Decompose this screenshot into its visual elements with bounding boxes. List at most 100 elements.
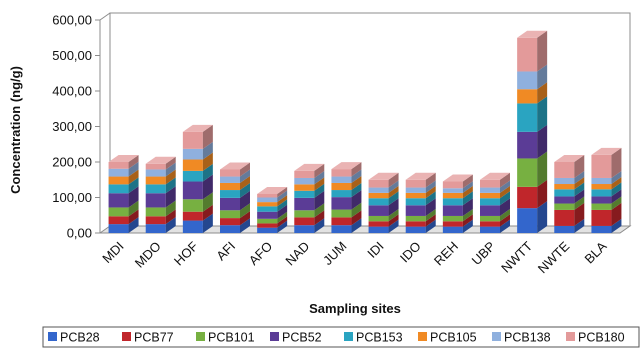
bar-segment-pcb105 (442, 192, 463, 199)
bar-segment-pcb77 (517, 186, 538, 209)
bar-segment-pcb153 (257, 206, 278, 212)
bar-segment-pcb105 (257, 202, 278, 207)
bar-side-pcb138 (202, 141, 213, 160)
bar-segment-pcb105 (294, 184, 315, 191)
bar-stack-jum (331, 162, 362, 233)
bar-side-pcb105 (277, 195, 288, 207)
y-tick-label: 600,00 (52, 13, 92, 28)
chart-back-wall (109, 12, 631, 227)
bar-segment-pcb180 (480, 179, 500, 188)
bar-side-pcb138 (500, 180, 510, 193)
x-tick-label: NAD (282, 239, 312, 269)
bar-segment-pcb77 (145, 216, 166, 225)
bar-segment-pcb77 (331, 217, 352, 226)
bar-side-pcb180 (351, 162, 362, 177)
bar-segment-pcb52 (480, 205, 500, 216)
bar-segment-pcb138 (368, 187, 389, 193)
bar-side-pcb52 (462, 198, 473, 216)
bar-top-face (182, 124, 213, 132)
bar-segment-pcb52 (554, 196, 575, 204)
bar-top-face (442, 174, 473, 182)
bar-segment-pcb153 (108, 184, 129, 194)
bar-stack-mdo (145, 156, 176, 233)
bar-side-pcb138 (425, 180, 436, 193)
bar-segment-pcb28 (405, 226, 426, 233)
bar-segment-pcb52 (368, 205, 389, 216)
legend-label-pcb105: PCB105 (430, 331, 477, 345)
bar-stack-afo (257, 186, 288, 233)
bar-stack-nwtt (517, 30, 548, 233)
bar-segment-pcb105 (182, 159, 203, 171)
bar-segment-pcb28 (182, 220, 203, 233)
bar-segment-pcb180 (442, 181, 463, 189)
bar-segment-pcb153 (442, 198, 463, 206)
bar-side-pcb180 (425, 172, 436, 188)
bar-segment-pcb77 (368, 221, 389, 227)
bar-segment-pcb101 (405, 215, 426, 222)
bar-stack-ubp (480, 172, 510, 233)
bar-side-pcb180 (574, 155, 585, 178)
bar-side-pcb77 (425, 214, 436, 227)
bar-side-pcb153 (277, 199, 288, 212)
bar-segment-pcb105 (368, 192, 389, 199)
bar-segment-pcb138 (220, 176, 240, 183)
bar-stack-nad (294, 163, 325, 233)
bar-segment-pcb138 (145, 169, 166, 177)
bar-stack-nwte (554, 155, 585, 233)
y-tick-label: 500,00 (52, 48, 92, 63)
bar-segment-pcb105 (554, 184, 575, 190)
y-axis-top-edge (99, 12, 111, 21)
bar-side-pcb101 (314, 203, 325, 218)
bar-side-pcb138 (351, 169, 362, 183)
bar-top-face (368, 172, 399, 180)
bar-top-face (405, 172, 436, 180)
bar-side-pcb105 (388, 185, 399, 199)
x-tick-label: BLA (582, 238, 610, 266)
bar-segment-pcb153 (294, 190, 315, 198)
bar-segment-pcb52 (442, 205, 463, 216)
bar-segment-pcb153 (182, 170, 203, 182)
bar-stack-ido (405, 172, 436, 233)
bar-side-pcb153 (314, 183, 325, 198)
bar-segment-pcb180 (108, 162, 129, 169)
bar-segment-pcb180 (368, 179, 389, 188)
legend-label-pcb52: PCB52 (282, 331, 322, 345)
bar-segment-pcb77 (257, 223, 278, 228)
legend-label-pcb180: PCB180 (578, 331, 625, 345)
legend-swatch-pcb138 (492, 332, 501, 341)
bar-side-pcb153 (537, 96, 548, 132)
bar-side-pcb28 (240, 218, 250, 233)
bar-side-pcb138 (314, 170, 325, 185)
bar-segment-pcb105 (331, 182, 352, 191)
bar-segment-pcb28 (442, 226, 463, 233)
bar-segment-pcb138 (331, 176, 352, 183)
x-tick-label: UBP (469, 239, 499, 269)
bar-segment-pcb77 (554, 209, 575, 226)
bar-side-pcb52 (128, 186, 139, 208)
bar-side-pcb28 (500, 219, 510, 233)
chart-walls (98, 12, 632, 234)
bar-segment-pcb153 (145, 184, 166, 194)
bar-side-pcb153 (388, 191, 399, 206)
bar-segment-pcb28 (331, 225, 352, 233)
bar-side-pcb28 (462, 219, 473, 233)
bar-side-pcb101 (500, 208, 510, 222)
legend-swatch-pcb28 (48, 332, 57, 341)
bar-side-pcb52 (611, 189, 622, 204)
bar-segment-pcb153 (368, 198, 389, 206)
y-tick-label: 0,00 (67, 226, 92, 241)
bar-side-pcb77 (202, 204, 213, 221)
bar-top-face (480, 172, 510, 180)
bar-side-pcb101 (240, 203, 250, 219)
y-axis-title: Concentration (ng/g) (8, 66, 23, 194)
bar-side-pcb101 (202, 192, 213, 212)
bar-side-pcb101 (425, 208, 436, 222)
bar-side-pcb138 (165, 162, 176, 177)
bar-segment-pcb105 (480, 192, 500, 199)
bar-segment-pcb180 (220, 169, 240, 177)
bar-side-pcb101 (277, 211, 288, 224)
legend-label-pcb153: PCB153 (356, 331, 403, 345)
bar-side-pcb138 (574, 170, 585, 185)
bar-side-pcb153 (574, 182, 585, 197)
x-tick-label: HOF (171, 238, 201, 268)
